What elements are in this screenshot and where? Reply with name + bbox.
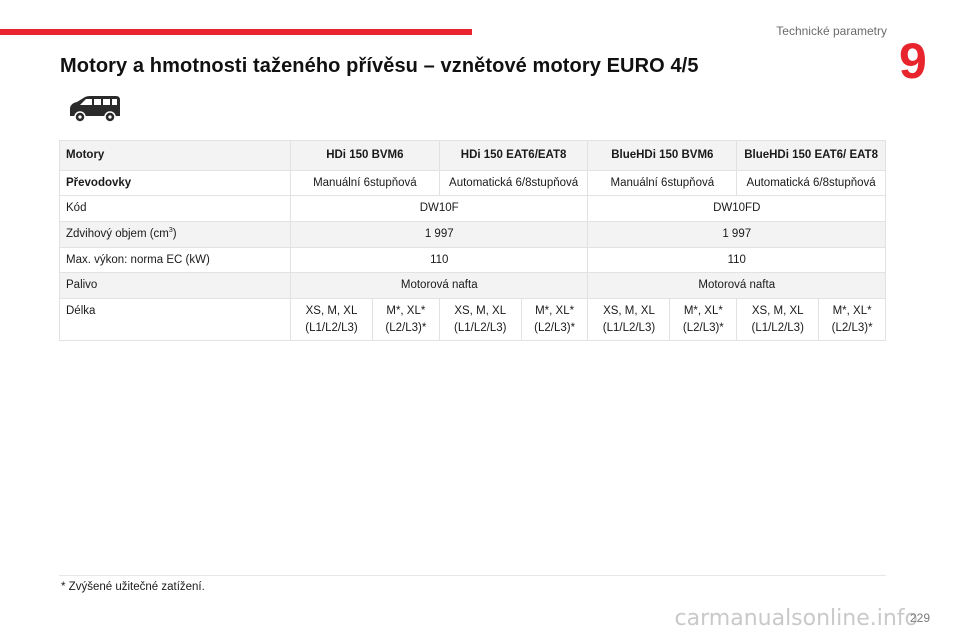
table-cell: DW10F (289, 195, 589, 223)
footer-divider (59, 575, 886, 576)
table-cell: M*, XL* (L2/L3)* (372, 298, 440, 342)
row-label-engines: Motory (59, 140, 291, 171)
table-row-length: Délka XS, M, XL (L1/L2/L3) M*, XL* (L2/L… (59, 298, 886, 342)
table-cell: XS, M, XL (L1/L2/L3) (290, 298, 373, 342)
engine-header: HDi 150 BVM6 (290, 140, 440, 171)
row-label-length: Délka (59, 298, 291, 342)
table-cell: DW10FD (587, 195, 886, 223)
table-cell: Motorová nafta (587, 272, 886, 300)
label-text-end: ) (172, 228, 177, 241)
table-cell: XS, M, XL (L1/L2/L3) (736, 298, 820, 342)
watermark: carmanualsonline.info (674, 606, 918, 631)
engine-header: BlueHDi 150 EAT6/ EAT8 (736, 140, 886, 171)
page-number: 229 (909, 611, 930, 625)
section-label: Technické parametry (776, 24, 887, 38)
table-cell: 110 (289, 246, 589, 274)
page-title: Motory a hmotnosti taženého přívěsu – vz… (60, 55, 699, 77)
table-cell: M*, XL* (L2/L3)* (818, 298, 886, 342)
table-row-engines: Motory HDi 150 BVM6 HDi 150 EAT6/EAT8 Bl… (59, 140, 886, 171)
engine-header: BlueHDi 150 BVM6 (587, 140, 738, 171)
table-row-power: Max. výkon: norma EC (kW) 110 110 (59, 246, 886, 274)
unit-superscript: 3 (168, 227, 173, 235)
table-row-fuel: Palivo Motorová nafta Motorová nafta (59, 272, 886, 300)
van-icon (70, 96, 120, 123)
table-cell: XS, M, XL (L1/L2/L3) (438, 298, 522, 342)
table-cell: XS, M, XL (L1/L2/L3) (587, 298, 671, 342)
engine-spec-table: Motory HDi 150 BVM6 HDi 150 EAT6/EAT8 Bl… (59, 140, 886, 342)
row-label-code: Kód (59, 195, 291, 223)
table-row-code: Kód DW10F DW10FD (59, 195, 886, 223)
row-label-fuel: Palivo (59, 272, 291, 300)
table-cell: 110 (587, 246, 886, 274)
table-cell: M*, XL* (L2/L3)* (669, 298, 738, 342)
table-row-transmission: Převodovky Manuální 6stupňová Automatick… (59, 169, 886, 197)
row-label-power: Max. výkon: norma EC (kW) (59, 246, 291, 274)
header-accent-bar (0, 29, 472, 35)
table-cell: Manuální 6stupňová (587, 169, 738, 197)
table-cell: M*, XL* (L2/L3)* (520, 298, 589, 342)
label-text: Zdvihový objem (cm (66, 228, 169, 241)
table-cell: Automatická 6/8stupňová (736, 169, 886, 197)
table-cell: Automatická 6/8stupňová (438, 169, 589, 197)
row-label-transmission: Převodovky (59, 169, 291, 197)
table-row-displacement: Zdvihový objem (cm3) 1 997 1 997 (59, 221, 886, 248)
engine-header: HDi 150 EAT6/EAT8 (438, 140, 589, 171)
footnote: * Zvýšené užitečné zatížení. (61, 581, 205, 593)
table-cell: 1 997 (587, 221, 886, 248)
table-cell: 1 997 (289, 221, 589, 248)
chapter-number: 9 (899, 33, 927, 89)
table-cell: Motorová nafta (289, 272, 589, 300)
row-label-displacement: Zdvihový objem (cm3) (59, 221, 291, 248)
table-cell: Manuální 6stupňová (290, 169, 440, 197)
